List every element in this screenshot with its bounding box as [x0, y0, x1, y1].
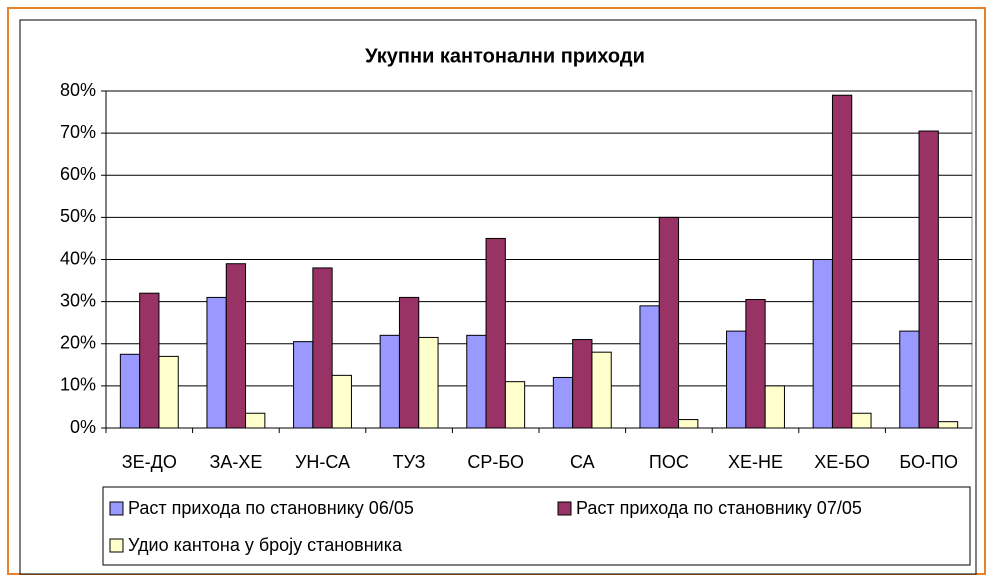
bar: [831, 94, 853, 429]
y-tick-label: 20%: [60, 333, 96, 353]
x-tick-label: СА: [570, 452, 595, 472]
y-tick-label: 50%: [60, 206, 96, 226]
legend-label: Раст прихода по становнику 07/05: [576, 498, 862, 518]
y-tick-label: 70%: [60, 122, 96, 142]
x-tick-label: ПОС: [649, 452, 689, 472]
bar: [331, 374, 352, 429]
x-tick-label: ХЕ-НЕ: [728, 452, 783, 472]
bar: [918, 130, 939, 429]
bar: [379, 334, 400, 429]
bar: [139, 292, 160, 429]
bar: [245, 412, 266, 429]
x-tick-label: ЗЕ-ДО: [122, 452, 177, 472]
legend-label: Раст прихода по становнику 06/05: [128, 498, 414, 518]
bar: [639, 305, 660, 429]
bar: [745, 299, 766, 429]
bar: [293, 341, 314, 429]
bar: [206, 296, 227, 429]
bar: [504, 381, 526, 429]
y-tick-label: 40%: [60, 248, 96, 268]
legend: [102, 486, 971, 566]
bar: [658, 216, 680, 429]
bar: [158, 355, 179, 429]
bar: [812, 259, 833, 429]
bar: [899, 330, 920, 429]
y-tick-label: 30%: [60, 290, 96, 310]
y-tick-label: 80%: [60, 80, 96, 100]
chart-title: Укупни кантонални приходи: [365, 45, 645, 67]
x-tick-label: БО-ПО: [899, 452, 958, 472]
bar: [312, 267, 333, 429]
bar: [851, 412, 872, 429]
bar: [398, 296, 420, 429]
bar: [591, 351, 612, 429]
bar: [418, 336, 439, 429]
x-tick-label: УН-СА: [295, 452, 350, 472]
bar: [572, 339, 593, 429]
bar: [937, 421, 959, 429]
bar: [552, 376, 574, 429]
x-tick-label: ЗА-ХЕ: [209, 452, 262, 472]
bar: [485, 237, 506, 429]
legend-swatch: [109, 501, 124, 516]
y-tick-label: 10%: [60, 375, 96, 395]
legend-swatch: [109, 538, 124, 553]
bar: [225, 263, 247, 429]
bar: [119, 353, 141, 429]
x-tick-label: СР-БО: [467, 452, 524, 472]
y-tick-label: 0%: [70, 417, 96, 437]
bar: [764, 385, 785, 429]
x-tick-label: ХЕ-БО: [814, 452, 870, 472]
legend-swatch: [557, 501, 572, 516]
y-tick-label: 60%: [60, 164, 96, 184]
legend-label: Удио кантона у броју становника: [128, 535, 403, 555]
bar: [466, 334, 487, 429]
x-tick-label: ТУЗ: [393, 452, 426, 472]
bar: [678, 419, 699, 429]
bar: [726, 330, 747, 429]
